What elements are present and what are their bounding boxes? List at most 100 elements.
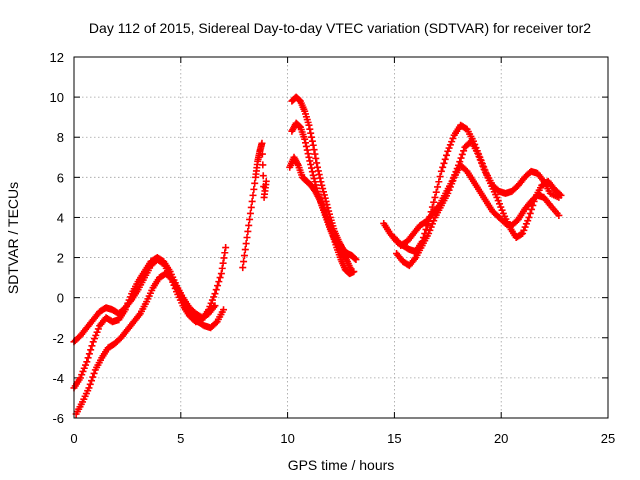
series-track-4 xyxy=(239,139,270,272)
x-tick-label: 0 xyxy=(70,431,77,446)
data-point xyxy=(249,191,257,199)
data-point xyxy=(208,296,216,304)
data-point xyxy=(310,175,318,183)
data-point xyxy=(498,206,506,214)
data-point xyxy=(89,373,97,381)
data-point xyxy=(517,230,525,238)
data-point xyxy=(216,274,224,282)
y-tick-label: 2 xyxy=(57,251,64,266)
data-point xyxy=(476,156,484,164)
data-point xyxy=(434,183,442,191)
data-point xyxy=(495,200,503,208)
y-tick-label: -4 xyxy=(52,371,64,386)
data-point xyxy=(443,151,451,159)
data-point xyxy=(497,203,505,211)
y-tick-label: 10 xyxy=(50,90,64,105)
data-point xyxy=(308,137,316,145)
data-point xyxy=(207,299,215,307)
data-point xyxy=(314,163,322,171)
data-point xyxy=(530,197,538,205)
grid-lines xyxy=(74,57,608,418)
series-track-9 xyxy=(393,161,563,270)
y-tick-label: 8 xyxy=(57,130,64,145)
x-tick-label: 15 xyxy=(387,431,401,446)
series-track-5 xyxy=(288,93,360,264)
data-point xyxy=(520,226,528,234)
data-point xyxy=(215,278,223,286)
data-point xyxy=(321,194,329,202)
data-point xyxy=(83,358,91,366)
data-point xyxy=(454,161,462,169)
data-point xyxy=(425,229,433,237)
data-point xyxy=(210,293,218,301)
data-point xyxy=(452,168,460,176)
data-point xyxy=(445,144,453,152)
data-point xyxy=(351,255,359,263)
data-point xyxy=(451,171,459,179)
data-point xyxy=(435,178,443,186)
data-point xyxy=(306,157,314,165)
data-point xyxy=(126,293,134,301)
data-point xyxy=(219,259,227,267)
data-point xyxy=(313,159,321,167)
data-point xyxy=(167,274,175,282)
data-point xyxy=(243,234,251,241)
data-point xyxy=(214,282,222,290)
x-tick-label: 5 xyxy=(177,431,184,446)
data-point xyxy=(211,302,219,310)
data-point xyxy=(94,325,102,333)
y-axis-ticks: -6 -4 -2 0 2 4 6 8 10 12 xyxy=(50,50,608,426)
data-point xyxy=(440,159,448,167)
data-point xyxy=(309,171,317,179)
data-point xyxy=(524,217,532,225)
data-point xyxy=(555,211,563,219)
data-point xyxy=(311,150,319,158)
data-point xyxy=(303,146,311,154)
data-point xyxy=(258,139,266,147)
data-point xyxy=(430,198,438,206)
data-point xyxy=(437,167,445,175)
data-point xyxy=(259,161,267,169)
data-point xyxy=(93,328,101,336)
data-point xyxy=(525,213,533,221)
x-tick-label: 20 xyxy=(494,431,508,446)
data-point xyxy=(352,256,360,264)
data-point xyxy=(121,306,129,314)
data-point xyxy=(246,209,254,217)
data-point xyxy=(475,152,483,160)
y-tick-label: -2 xyxy=(52,331,64,346)
data-point xyxy=(526,209,534,217)
data-point xyxy=(308,164,316,172)
data-point xyxy=(446,141,454,149)
data-point xyxy=(240,252,248,260)
data-point xyxy=(88,377,96,385)
data-point xyxy=(457,154,465,162)
data-point xyxy=(308,133,316,141)
data-point xyxy=(217,270,225,278)
data-point xyxy=(244,227,252,235)
data-point xyxy=(519,229,527,237)
data-point xyxy=(460,147,468,155)
data-point xyxy=(123,302,131,310)
data-point xyxy=(220,254,228,262)
data-point xyxy=(350,268,358,276)
data-point xyxy=(432,188,440,196)
data-point xyxy=(426,226,434,234)
data-point xyxy=(78,371,86,379)
data-point xyxy=(556,190,564,198)
data-point xyxy=(211,290,219,298)
data-point xyxy=(439,163,447,171)
data-point xyxy=(318,181,326,189)
data-point xyxy=(91,335,99,343)
data-point xyxy=(316,174,324,182)
y-tick-label: 4 xyxy=(57,210,64,225)
plot-frame xyxy=(73,56,609,419)
data-point xyxy=(302,142,310,150)
x-axis-label: GPS time / hours xyxy=(288,457,395,473)
data-point xyxy=(458,150,466,158)
x-tick-label: 25 xyxy=(601,431,615,446)
data-point xyxy=(304,150,312,158)
series-track-7 xyxy=(286,153,358,278)
data-point xyxy=(557,191,565,199)
